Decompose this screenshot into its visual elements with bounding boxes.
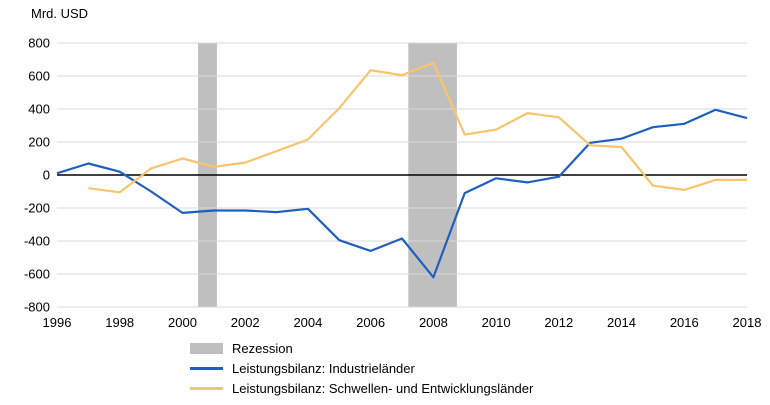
x-tick-label: 2012	[544, 315, 573, 330]
x-tick-label: 2006	[356, 315, 385, 330]
emerging-series-swatch	[190, 387, 223, 390]
x-tick-label: 2000	[168, 315, 197, 330]
y-tick-label: -400	[24, 234, 50, 249]
chart-legend: Rezession Leistungsbilanz: Industrieländ…	[190, 341, 533, 396]
legend-label-emerging: Leistungsbilanz: Schwellen- und Entwickl…	[232, 381, 534, 396]
legend-label-recession: Rezession	[232, 341, 293, 356]
legend-item-emerging: Leistungsbilanz: Schwellen- und Entwickl…	[190, 381, 533, 396]
series-line-2	[88, 61, 747, 194]
industrial-series-swatch	[190, 367, 223, 370]
series-line-1	[56, 108, 748, 279]
legend-item-recession: Rezession	[190, 341, 533, 356]
recession-swatch	[190, 343, 223, 354]
x-tick-label: 2018	[733, 315, 762, 330]
x-tick-label: 2002	[231, 315, 260, 330]
x-tick-label: 1998	[105, 315, 134, 330]
x-tick-label: 2014	[607, 315, 636, 330]
x-tick-label: 2010	[482, 315, 511, 330]
x-tick-label: 1996	[43, 315, 72, 330]
x-tick-label: 2016	[670, 315, 699, 330]
y-tick-label: -200	[24, 201, 50, 216]
y-tick-label: 200	[28, 135, 50, 150]
chart-svg: -800 -600 -400 -200 0 200 400 600 800 1996 1998 200…	[24, 36, 762, 331]
y-axis-title: Mrd. USD	[31, 6, 89, 21]
y-tick-label: 0	[43, 168, 50, 183]
y-tick-label: 600	[28, 69, 50, 84]
y-tick-label: -600	[24, 267, 50, 282]
y-tick-label: -800	[24, 300, 50, 315]
x-tick-label: 2008	[419, 315, 448, 330]
legend-item-industrial: Leistungsbilanz: Industrieländer	[190, 361, 533, 376]
x-tick-label: 2004	[293, 315, 322, 330]
y-tick-label: 800	[28, 36, 50, 51]
legend-label-industrial: Leistungsbilanz: Industrieländer	[232, 361, 415, 376]
y-tick-label: 400	[28, 102, 50, 117]
